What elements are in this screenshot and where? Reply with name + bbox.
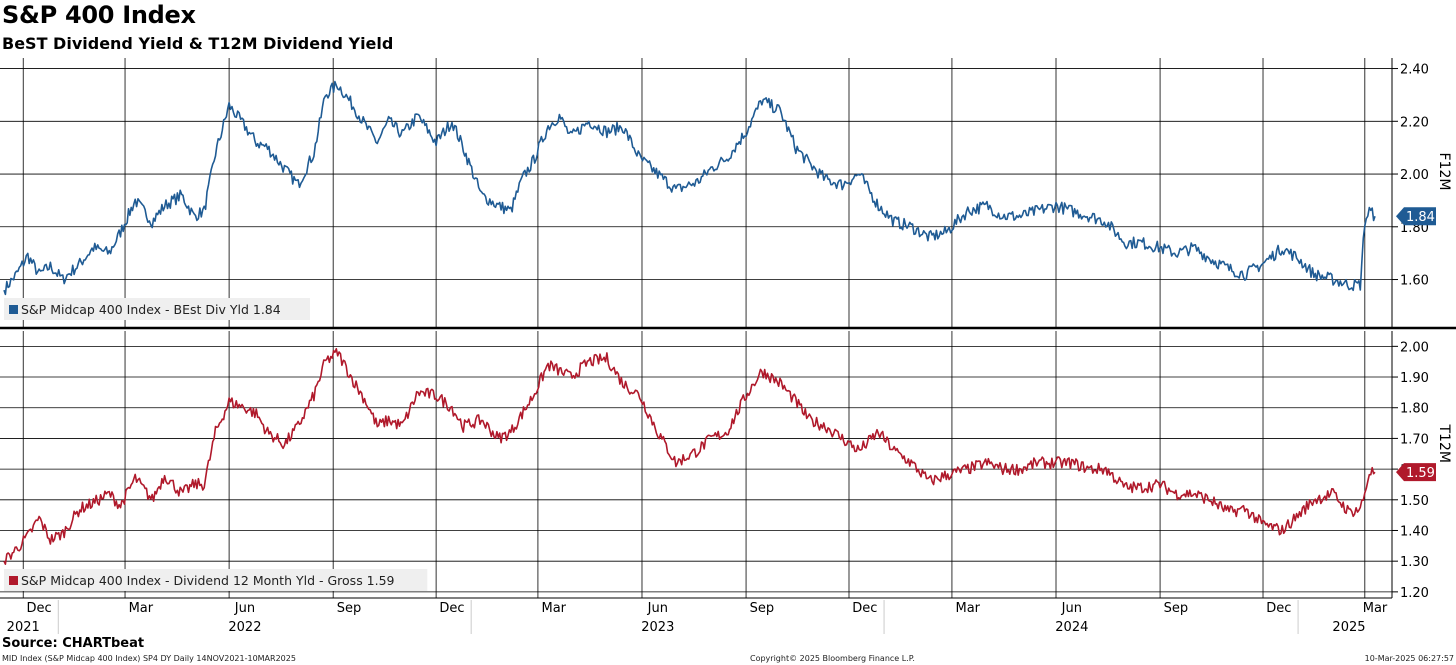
y-axis-title: F12M <box>1436 153 1452 191</box>
axis-layer: 2.402.202.001.801.60F12M1.842.001.901.80… <box>0 58 1452 635</box>
x-tick-label-month: Dec <box>26 601 51 616</box>
last-value-tag <box>1396 463 1436 482</box>
x-tick-label-month: Mar <box>956 601 981 616</box>
y-tick-label: 1.30 <box>1400 555 1429 570</box>
x-tick-label-year: 2025 <box>1332 620 1365 635</box>
y-tick-label: 1.70 <box>1400 432 1429 447</box>
x-tick-label-year: 2022 <box>228 620 261 635</box>
y-tick-label: 2.00 <box>1400 340 1429 355</box>
y-tick-label: 1.20 <box>1400 586 1429 601</box>
x-tick-label-year: 2021 <box>7 620 40 635</box>
footer-ticker-info: MID Index (S&P Midcap 400 Index) SP4 DY … <box>2 654 296 663</box>
legend-layer: S&P Midcap 400 Index - BEst Div Yld 1.84… <box>4 298 428 591</box>
x-tick-label-month: Mar <box>1363 601 1388 616</box>
last-value-label: 1.59 <box>1406 466 1435 481</box>
x-tick-label-month: Jun <box>647 601 668 616</box>
legend-box <box>4 569 428 591</box>
series-line-bottom <box>3 348 1376 565</box>
x-tick-label-month: Dec <box>852 601 877 616</box>
last-value-label: 1.84 <box>1406 210 1435 225</box>
x-tick-label-month: Dec <box>439 601 464 616</box>
x-tick-label-month: Jun <box>1061 601 1082 616</box>
legend-label: S&P Midcap 400 Index - BEst Div Yld 1.84 <box>21 302 281 317</box>
y-axis-title: T12M <box>1436 424 1452 463</box>
x-tick-label-month: Jun <box>234 601 255 616</box>
legend-box <box>4 298 310 320</box>
source-label: Source: CHARTbeat <box>2 636 145 651</box>
grid-layer <box>0 58 1456 598</box>
series-layer <box>3 80 1376 565</box>
legend-swatch <box>9 576 18 585</box>
legend-label: S&P Midcap 400 Index - Dividend 12 Month… <box>21 573 395 588</box>
y-tick-label: 2.00 <box>1400 168 1429 183</box>
y-tick-label: 2.40 <box>1400 63 1429 78</box>
x-tick-label-month: Sep <box>1164 601 1189 616</box>
legend-swatch <box>9 305 18 314</box>
footer-timestamp: 10-Mar-2025 06:27:57 <box>1364 654 1454 663</box>
y-tick-label: 1.90 <box>1400 371 1429 386</box>
x-tick-label-month: Dec <box>1266 601 1291 616</box>
last-value-tag <box>1396 207 1436 226</box>
x-tick-label-month: Sep <box>750 601 775 616</box>
footer-copyright: Copyright© 2025 Bloomberg Finance L.P. <box>750 654 915 663</box>
y-tick-label: 1.80 <box>1400 402 1429 417</box>
y-tick-label: 2.20 <box>1400 115 1429 130</box>
x-tick-label-year: 2023 <box>641 620 674 635</box>
chart-subtitle: BeST Dividend Yield & T12M Dividend Yiel… <box>2 34 394 53</box>
chart-title: S&P 400 Index <box>2 1 196 29</box>
series-line-top <box>3 80 1376 296</box>
x-tick-label-month: Mar <box>129 601 154 616</box>
y-tick-label: 1.60 <box>1400 274 1429 289</box>
x-tick-label-year: 2024 <box>1055 620 1088 635</box>
x-tick-label-month: Mar <box>541 601 566 616</box>
x-tick-label-month: Sep <box>337 601 362 616</box>
y-tick-label: 1.40 <box>1400 524 1429 539</box>
y-tick-label: 1.50 <box>1400 494 1429 509</box>
